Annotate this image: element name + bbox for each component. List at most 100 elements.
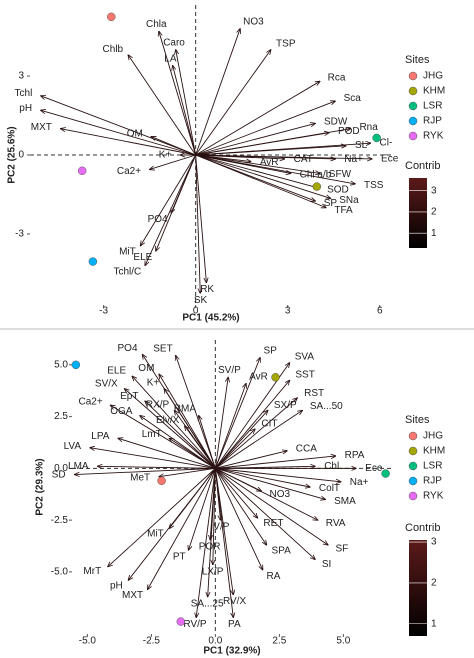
loading-label: pH bbox=[110, 580, 123, 591]
loading-label: EpT bbox=[120, 391, 138, 402]
loading-label: PO4 bbox=[148, 214, 168, 225]
loading-label: SD bbox=[52, 470, 66, 481]
legend-swatch bbox=[408, 476, 418, 486]
y-tick-label: -2.5 bbox=[51, 515, 69, 526]
loading-arrow bbox=[41, 96, 196, 156]
loading-label: SV/P bbox=[218, 365, 241, 376]
loading-arrow bbox=[195, 154, 320, 173]
loading-label: MiT bbox=[119, 246, 136, 257]
loading-label: SFW bbox=[329, 169, 352, 180]
colorbar-tick-label: 3 bbox=[431, 185, 437, 196]
loading-label: POR bbox=[199, 541, 221, 552]
loading-arrow bbox=[215, 468, 315, 559]
loading-label: SK bbox=[194, 295, 208, 306]
loading-arrow bbox=[195, 81, 320, 156]
loading-arrow bbox=[118, 438, 216, 469]
legend-title: Sites bbox=[405, 54, 430, 66]
legend-label: LSR bbox=[423, 101, 442, 112]
loading-arrow bbox=[215, 467, 317, 520]
loading-label: RMA bbox=[174, 404, 197, 415]
colorbar-title: Contrib bbox=[405, 522, 440, 534]
legend-swatch bbox=[408, 131, 418, 141]
loading-label: K+ bbox=[159, 150, 172, 161]
loading-arrow bbox=[195, 129, 351, 156]
y-tick-label: 3 bbox=[18, 71, 24, 82]
legend-swatch bbox=[408, 86, 418, 96]
legend-label: RYK bbox=[423, 491, 444, 502]
loading-arrow bbox=[150, 154, 196, 169]
loading-label: ColT bbox=[319, 483, 340, 494]
loading-arrow bbox=[176, 356, 216, 469]
colorbar bbox=[409, 540, 427, 636]
loading-arrow bbox=[128, 468, 216, 580]
legend-swatch bbox=[408, 101, 418, 111]
loading-label: SA...25 bbox=[191, 598, 224, 609]
loading-arrow bbox=[140, 154, 197, 246]
loading-label: RVA bbox=[326, 518, 346, 529]
x-tick-label: -2.5 bbox=[143, 636, 161, 647]
loading-arrow bbox=[215, 467, 328, 545]
loading-label: RET bbox=[263, 518, 283, 529]
site-point bbox=[88, 257, 98, 266]
y-tick-label: -5.0 bbox=[51, 567, 69, 578]
loading-arrow bbox=[195, 154, 356, 184]
loading-label: Tchl bbox=[15, 88, 33, 99]
y-tick-label: 0.0 bbox=[54, 463, 68, 474]
loading-label: LMA bbox=[68, 461, 89, 472]
x-tick-label: -3 bbox=[99, 306, 108, 317]
loading-arrow bbox=[145, 154, 197, 266]
loading-arrow bbox=[195, 154, 326, 208]
loading-label: RX/P bbox=[146, 399, 170, 410]
x-tick-label: 2.5 bbox=[272, 636, 286, 647]
loading-label: Chlb bbox=[103, 44, 124, 55]
loading-arrow bbox=[196, 468, 216, 617]
loading-label: Caro bbox=[163, 37, 185, 48]
loading-label: Na+ bbox=[344, 154, 363, 165]
loading-arrow bbox=[215, 398, 297, 469]
x-tick-label: 5.0 bbox=[336, 636, 350, 647]
legend-label: RJP bbox=[423, 116, 442, 127]
loading-arrow bbox=[214, 468, 262, 569]
y-axis-title: PC2 (29.3%) bbox=[35, 458, 46, 515]
loading-arrow bbox=[215, 451, 287, 469]
site-point bbox=[157, 476, 166, 486]
loading-arrow bbox=[215, 380, 289, 469]
loading-arrow bbox=[185, 426, 216, 469]
loading-label: RV/X bbox=[223, 596, 246, 607]
loading-label: CCA bbox=[296, 444, 317, 455]
loading-arrow bbox=[145, 401, 216, 469]
loading-label: ELE bbox=[133, 252, 152, 263]
y-tick-label: 2.5 bbox=[54, 411, 68, 422]
loading-label: TSP bbox=[276, 39, 296, 50]
loading-label: ELE bbox=[107, 366, 126, 377]
legend-label: JHG bbox=[423, 71, 443, 82]
loading-label: CIT bbox=[261, 419, 277, 430]
colorbar-tick-label: 3 bbox=[431, 537, 437, 548]
y-tick-label: -3 bbox=[15, 229, 24, 240]
legend-label: JHG bbox=[423, 431, 443, 442]
x-axis-title: PC1 (45.2%) bbox=[182, 313, 239, 324]
loading-label: AvR bbox=[260, 157, 279, 168]
legend-label: LSR bbox=[423, 461, 442, 472]
site-point bbox=[271, 373, 280, 382]
loading-label: OGA bbox=[110, 406, 133, 417]
y-tick-label: 0 bbox=[18, 150, 24, 161]
loading-label: Ca2+ bbox=[117, 166, 141, 177]
loading-label: SET bbox=[153, 344, 172, 355]
loading-label: OM bbox=[138, 363, 154, 374]
loading-label: RA bbox=[267, 571, 281, 582]
loading-label: NO3 bbox=[243, 17, 264, 28]
loading-label: SP bbox=[324, 198, 338, 209]
colorbar bbox=[409, 178, 427, 248]
legend-label: RJP bbox=[423, 476, 442, 487]
loading-arrow bbox=[110, 405, 216, 469]
loading-arrow bbox=[195, 143, 371, 156]
legend-swatch bbox=[408, 431, 418, 441]
loading-label: Chl bbox=[324, 461, 339, 472]
loading-label: SPA bbox=[272, 545, 292, 556]
loading-label: V/P bbox=[213, 522, 229, 533]
loading-arrow bbox=[214, 468, 266, 545]
loading-label: SDW bbox=[324, 116, 348, 127]
colorbar-tick-label: 1 bbox=[431, 228, 437, 239]
